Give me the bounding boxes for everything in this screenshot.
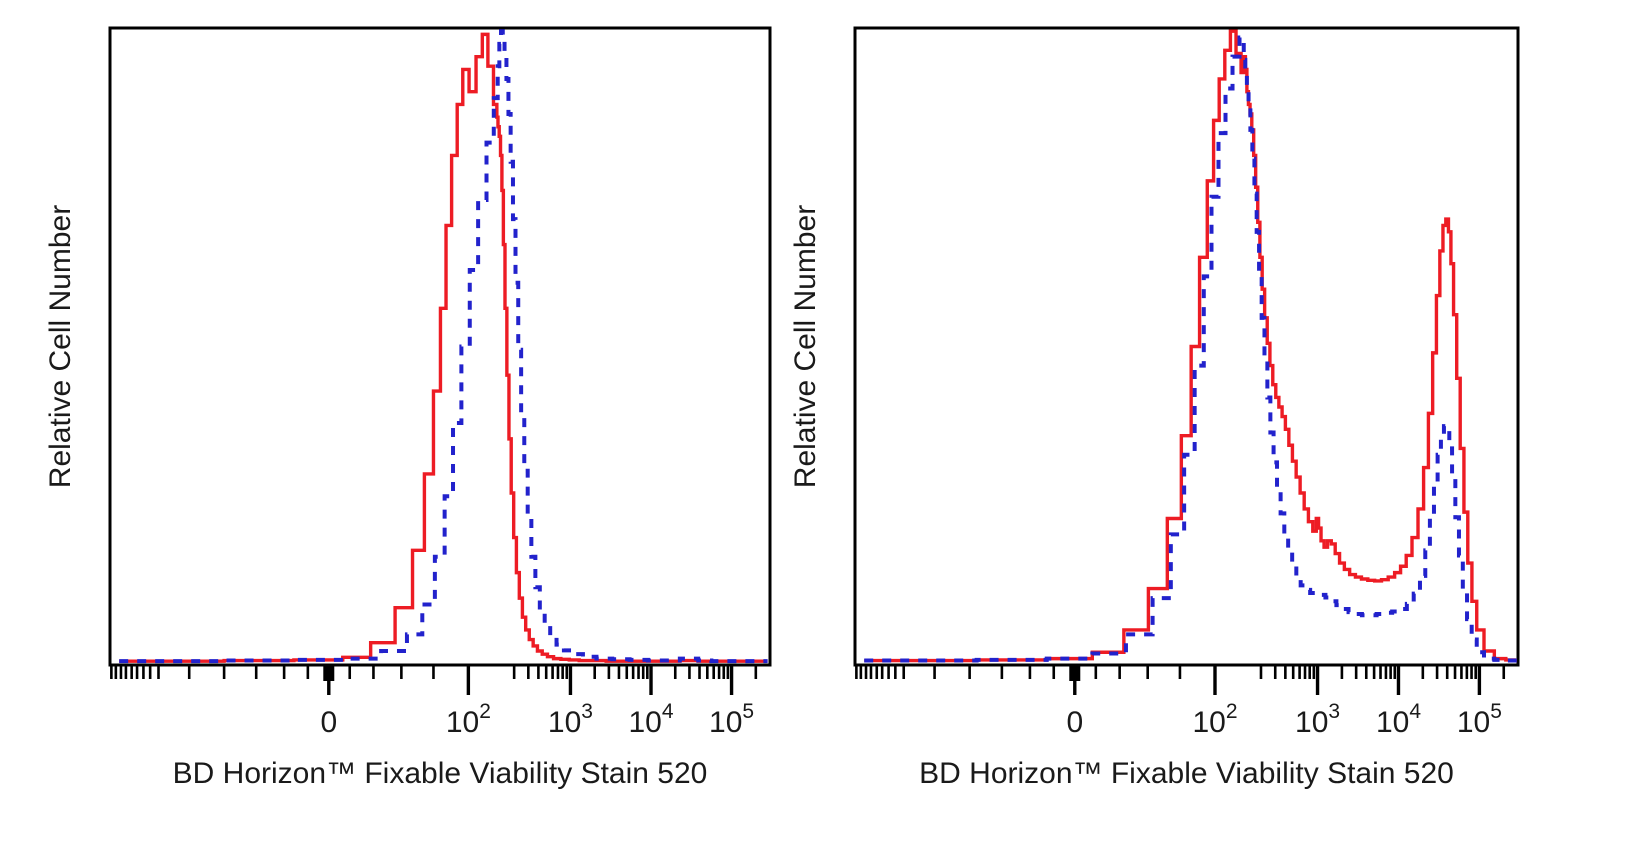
histogram-panel-left: 0 102 103 104 105 BD Horizon™ Fixable Viabili… <box>44 26 772 790</box>
x-axis-ticks <box>110 665 758 695</box>
x-axis-tick-labels: 0 102 103 104 105 <box>1066 700 1501 739</box>
x-axis-title: BD Horizon™ Fixable Viability Stain 520 <box>919 757 1454 790</box>
x-tick-label: 0 <box>1066 706 1083 739</box>
x-axis-ticks <box>855 665 1506 695</box>
plot-frame <box>853 26 1520 667</box>
x-axis-tick-labels: 0 102 103 104 105 <box>320 700 754 739</box>
x-tick-label: 104 <box>1376 700 1421 739</box>
x-tick-label: 103 <box>1295 700 1340 739</box>
y-axis-title: Relative Cell Number <box>789 205 822 488</box>
x-tick-label: 0 <box>320 706 337 739</box>
red-solid-trace <box>119 32 768 663</box>
x-tick-label: 102 <box>1192 700 1237 739</box>
blue-dashed-trace <box>119 29 768 664</box>
x-tick-label: 104 <box>628 700 673 739</box>
y-axis-title: Relative Cell Number <box>44 205 77 488</box>
histogram-traces <box>119 29 768 664</box>
x-tick-label: 102 <box>446 700 491 739</box>
x-axis-title: BD Horizon™ Fixable Viability Stain 520 <box>173 757 708 790</box>
x-tick-label: 105 <box>1457 700 1502 739</box>
blue-dashed-trace <box>864 35 1517 663</box>
red-solid-trace <box>864 29 1517 663</box>
histogram-traces <box>864 29 1517 663</box>
plot-frame <box>108 26 772 667</box>
histogram-panel-right: 0 102 103 104 105 BD Horizon™ Fixable Viabili… <box>745 0 1632 852</box>
x-tick-label: 103 <box>548 700 593 739</box>
